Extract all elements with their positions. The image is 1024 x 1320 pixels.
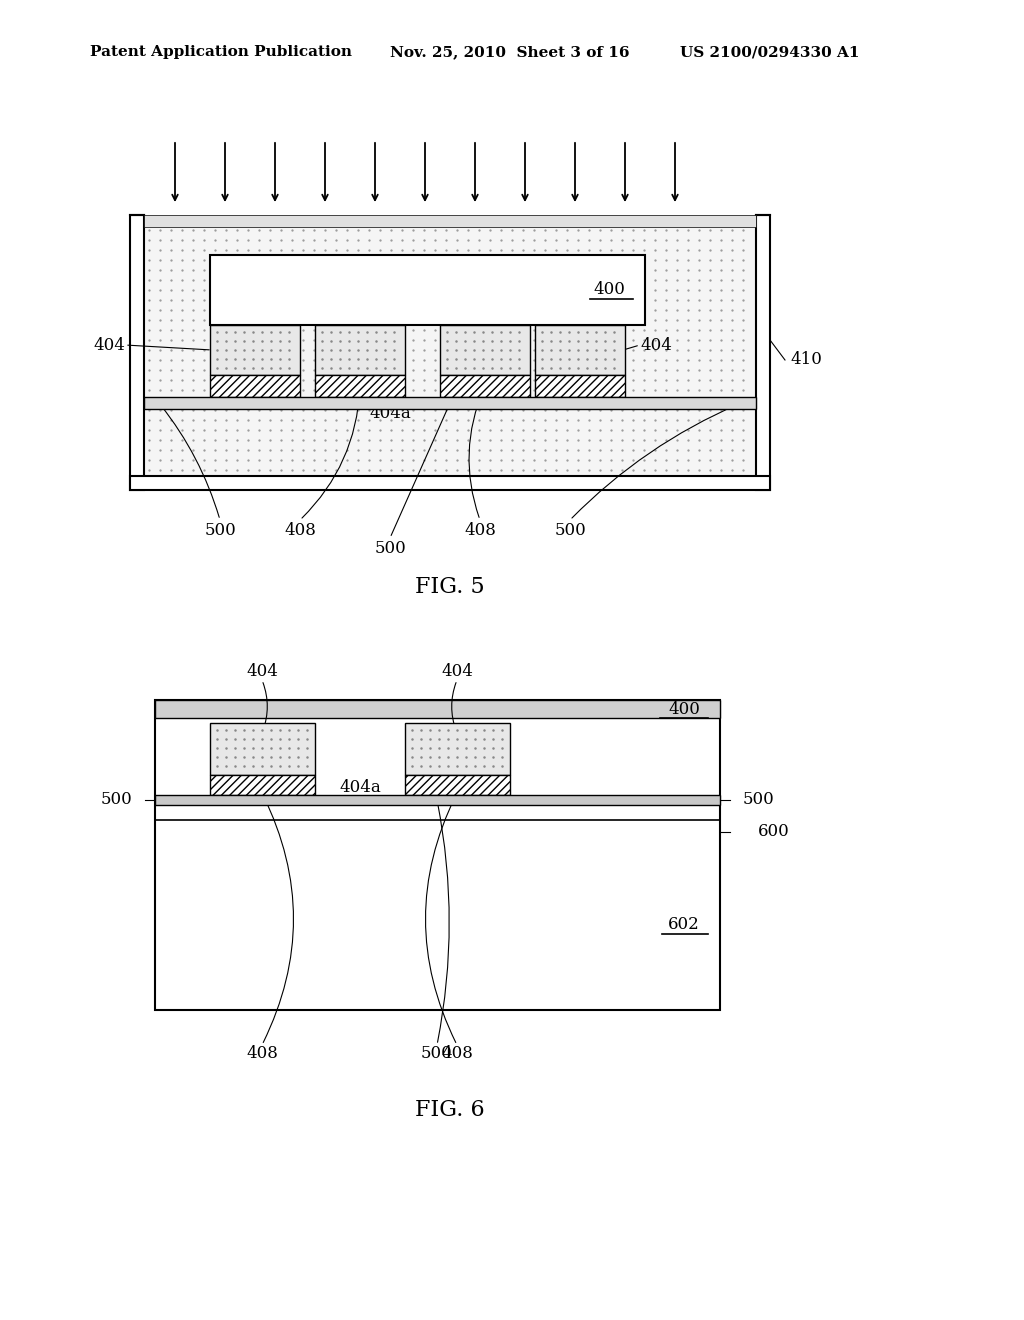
Text: 408: 408 [246, 1045, 278, 1063]
Bar [440, 375, 530, 397]
Text: 500: 500 [204, 521, 236, 539]
Text: 400: 400 [668, 701, 700, 718]
Bar [210, 775, 315, 795]
Bar [144, 215, 756, 477]
Bar [210, 255, 645, 325]
Bar [210, 375, 300, 397]
Bar [155, 700, 720, 1010]
Text: 602: 602 [669, 916, 700, 933]
Bar [130, 477, 770, 490]
Bar [756, 215, 770, 490]
Text: 500: 500 [101, 792, 133, 808]
Text: 404: 404 [441, 664, 473, 681]
Text: Nov. 25, 2010  Sheet 3 of 16: Nov. 25, 2010 Sheet 3 of 16 [390, 45, 630, 59]
Text: 404a: 404a [369, 405, 411, 422]
Text: 404: 404 [93, 337, 125, 354]
Bar [155, 700, 720, 718]
Bar [130, 215, 144, 490]
Text: 500: 500 [742, 792, 774, 808]
Text: US 2100/0294330 A1: US 2100/0294330 A1 [680, 45, 859, 59]
Text: 600: 600 [758, 824, 790, 841]
Bar [144, 397, 756, 409]
Bar [210, 325, 300, 375]
Text: 404: 404 [246, 664, 278, 681]
Text: 500: 500 [554, 521, 586, 539]
Bar [144, 215, 756, 227]
Bar [155, 795, 720, 805]
Text: 408: 408 [284, 521, 316, 539]
Bar [535, 325, 625, 375]
Text: 500: 500 [421, 1045, 453, 1063]
Bar [406, 723, 510, 775]
Text: 408: 408 [464, 521, 496, 539]
Bar [315, 375, 406, 397]
Text: 410: 410 [790, 351, 822, 368]
Bar [406, 775, 510, 795]
Bar [440, 325, 530, 375]
Text: Patent Application Publication: Patent Application Publication [90, 45, 352, 59]
Text: FIG. 5: FIG. 5 [415, 576, 484, 598]
Bar [315, 325, 406, 375]
Text: 404: 404 [640, 337, 672, 354]
Text: 404a: 404a [339, 779, 381, 796]
Text: 408: 408 [441, 1045, 473, 1063]
Text: FIG. 6: FIG. 6 [415, 1100, 484, 1121]
Bar [210, 723, 315, 775]
Bar [535, 375, 625, 397]
Text: 400: 400 [593, 281, 625, 298]
Text: 500: 500 [374, 540, 406, 557]
